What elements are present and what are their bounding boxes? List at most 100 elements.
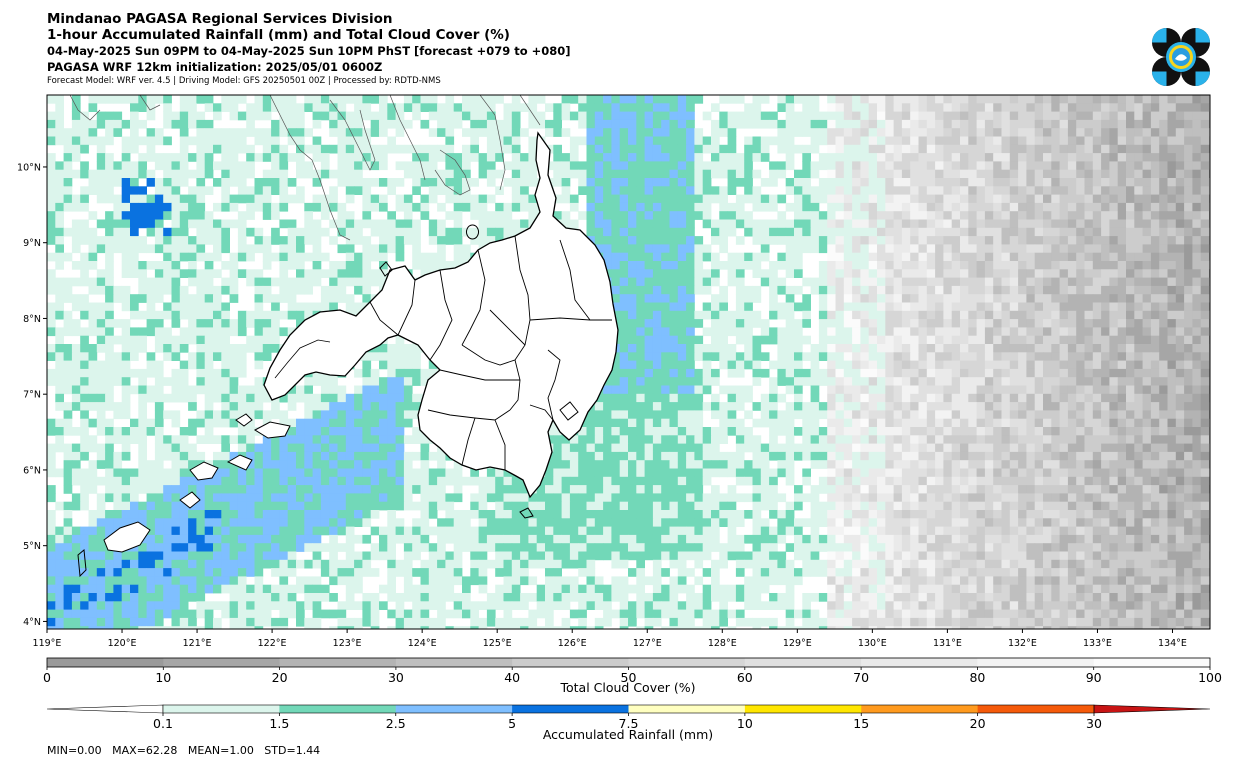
grid-cell: [1067, 302, 1077, 312]
grid-cell: [1059, 285, 1069, 295]
grid-cell: [993, 335, 1002, 345]
grid-cell: [1126, 211, 1135, 220]
grid-cell: [503, 161, 513, 171]
grid-cell: [379, 418, 388, 428]
grid-cell: [1200, 385, 1210, 395]
grid-cell: [628, 410, 637, 420]
grid-cell: [312, 95, 322, 104]
grid-cell: [1101, 352, 1110, 361]
grid-cell: [686, 95, 695, 104]
grid-cell: [661, 277, 670, 287]
grid-cell: [619, 153, 629, 162]
grid-cell: [976, 252, 986, 262]
grid-cell: [1134, 186, 1143, 195]
grid-cell: [976, 236, 986, 245]
grid-cell: [727, 393, 737, 403]
grid-cell: [1192, 393, 1202, 403]
title-model-info: Forecast Model: WRF ver. 4.5 | Driving M…: [47, 76, 441, 86]
grid-cell: [1159, 144, 1168, 154]
grid-cell: [96, 302, 106, 312]
grid-cell: [80, 393, 89, 403]
grid-cell: [818, 194, 828, 204]
grid-cell: [105, 402, 114, 411]
grid-cell: [1159, 119, 1168, 129]
grid-cell: [105, 352, 114, 361]
grid-cell: [993, 128, 1002, 137]
grid-cell: [810, 236, 820, 245]
grid-cell: [561, 103, 571, 112]
grid-cell: [984, 202, 994, 212]
grid-cell: [486, 227, 496, 237]
grid-cell: [1159, 252, 1168, 262]
grid-cell: [1051, 344, 1060, 353]
grid-cell: [636, 285, 645, 295]
grid-cell: [1076, 219, 1085, 229]
grid-cell: [437, 202, 446, 212]
grid-cell: [179, 294, 189, 303]
grid-cell: [636, 410, 645, 420]
grid-cell: [296, 194, 305, 204]
grid-cell: [121, 327, 131, 337]
grid-cell: [1175, 360, 1185, 370]
grid-cell: [1101, 111, 1110, 121]
grid-cell: [320, 385, 330, 395]
grid-cell: [55, 377, 64, 386]
grid-cell: [154, 202, 164, 212]
grid-cell: [686, 252, 695, 262]
grid-cell: [1043, 302, 1052, 312]
grid-cell: [628, 252, 637, 262]
grid-cell: [885, 377, 894, 386]
grid-cell: [1034, 202, 1044, 212]
grid-cell: [1059, 211, 1069, 220]
grid-cell: [1159, 211, 1168, 220]
grid-cell: [760, 111, 770, 121]
grid-cell: [578, 119, 587, 129]
grid-cell: [976, 194, 986, 204]
grid-cell: [345, 153, 355, 162]
grid-cell: [420, 103, 430, 112]
grid-cell: [586, 178, 596, 187]
grid-cell: [362, 144, 372, 154]
grid-cell: [1034, 277, 1044, 287]
grid-cell: [1192, 111, 1202, 121]
grid-cell: [677, 252, 687, 262]
grid-cell: [603, 128, 612, 137]
grid-cell: [47, 111, 56, 121]
grid-cell: [918, 368, 928, 378]
grid-cell: [852, 393, 861, 403]
grid-cell: [744, 119, 753, 129]
grid-cell: [719, 261, 728, 270]
grid-cell: [1134, 161, 1143, 171]
grid-cell: [586, 410, 596, 420]
grid-cell: [1109, 261, 1119, 270]
grid-cell: [636, 103, 645, 112]
grid-cell: [711, 427, 720, 436]
grid-cell: [88, 178, 98, 187]
grid-cell: [370, 385, 380, 395]
grid-cell: [661, 360, 670, 370]
grid-cell: [1067, 103, 1077, 112]
grid-cell: [1067, 219, 1077, 229]
grid-cell: [229, 111, 239, 121]
grid-cell: [769, 236, 778, 245]
grid-cell: [1076, 418, 1085, 428]
grid-cell: [769, 385, 778, 395]
grid-cell: [993, 261, 1002, 270]
grid-cell: [362, 285, 372, 295]
grid-cell: [1026, 344, 1036, 353]
grid-cell: [727, 352, 737, 361]
grid-cell: [478, 211, 488, 220]
grid-cell: [296, 261, 305, 270]
grid-cell: [744, 169, 753, 179]
grid-cell: [910, 144, 919, 154]
grid-cell: [246, 103, 255, 112]
grid-cell: [694, 352, 704, 361]
grid-cell: [1126, 119, 1135, 129]
grid-cell: [254, 319, 264, 328]
grid-cell: [163, 178, 172, 187]
grid-cell: [213, 202, 222, 212]
grid-cell: [901, 269, 911, 278]
grid-cell: [603, 219, 612, 229]
grid-cell: [652, 261, 662, 270]
grid-cell: [511, 186, 521, 195]
